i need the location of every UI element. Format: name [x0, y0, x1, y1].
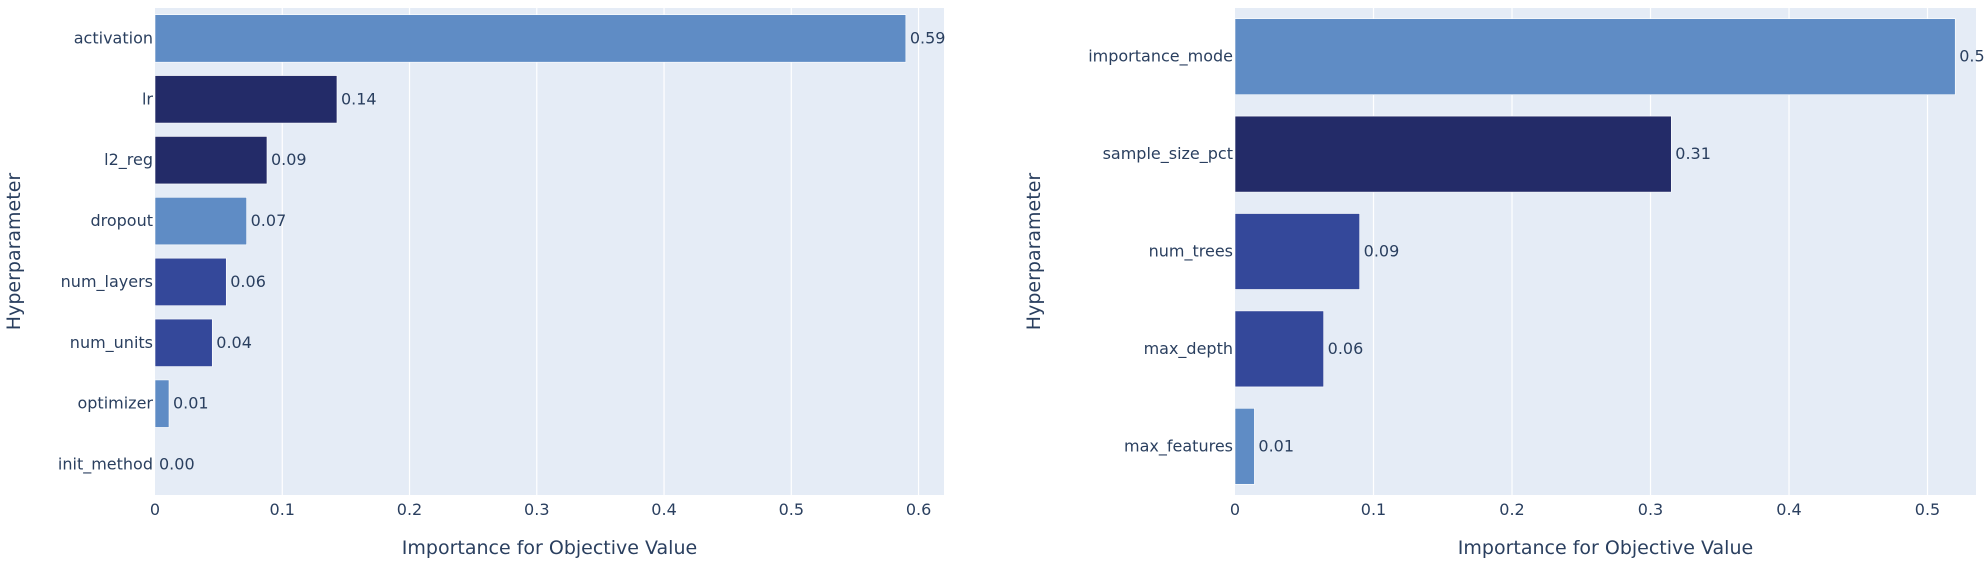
value-label: 0.07 — [251, 211, 287, 230]
bar-max_depth — [1234, 310, 1324, 388]
y-tick-label: max_depth — [1144, 339, 1233, 359]
bar-num_layers — [154, 257, 227, 306]
bar-lr — [154, 75, 338, 124]
x-tick-label: 0.1 — [270, 500, 295, 519]
y-tick-label: num_units — [70, 333, 153, 353]
x-tick-label: 0.5 — [779, 500, 804, 519]
y-tick-label: importance_mode — [1088, 47, 1233, 67]
y-tick-label: l2_reg — [104, 150, 153, 170]
x-tick-label: 0.3 — [1638, 500, 1663, 519]
x-axis-title: Importance for Objective Value — [1458, 537, 1753, 559]
bar-optimizer — [154, 379, 170, 428]
x-tick-label: 0.3 — [524, 500, 549, 519]
value-label: 0.31 — [1675, 144, 1711, 163]
value-label: 0.52 — [1959, 47, 1984, 66]
y-axis-title: Hyperparameter — [3, 173, 25, 331]
value-label: 0.00 — [159, 455, 195, 474]
x-axis-title: Importance for Objective Value — [402, 537, 697, 559]
bar-max_features — [1234, 408, 1255, 485]
bar-dropout — [154, 197, 247, 246]
value-label: 0.06 — [1328, 339, 1364, 358]
y-tick-label: sample_size_pct — [1103, 144, 1233, 164]
y-tick-label: optimizer — [77, 394, 153, 413]
bar-importance_mode — [1234, 18, 1956, 95]
x-tick-label: 0.1 — [1361, 500, 1386, 519]
value-label: 0.14 — [341, 89, 377, 108]
value-label: 0.04 — [216, 333, 252, 352]
value-label: 0.01 — [1258, 436, 1294, 455]
value-label: 0.09 — [1364, 242, 1400, 261]
x-tick-label: 0.4 — [651, 500, 676, 519]
y-tick-label: init_method — [58, 455, 153, 475]
bar-num_trees — [1234, 213, 1360, 290]
value-label: 0.06 — [230, 272, 266, 291]
value-label: 0.09 — [271, 150, 307, 169]
bar-sample_size_pct — [1234, 115, 1672, 193]
value-label: 0.59 — [910, 28, 946, 47]
x-tick-label: 0.5 — [1915, 500, 1940, 519]
x-tick-label: 0 — [1230, 500, 1240, 519]
bar-num_units — [154, 318, 213, 367]
x-tick-label: 0.2 — [397, 500, 422, 519]
bar-l2_reg — [154, 136, 268, 185]
x-tick-label: 0.2 — [1499, 500, 1524, 519]
y-tick-label: activation — [74, 28, 153, 47]
chart-svg-right: 0 0.1 0.2 0.3 0.4 0.5 importance_mode 0.52 sampl… — [1023, 8, 1984, 559]
importance-chart-right: 0 0.1 0.2 0.3 0.4 0.5 importance_mode 0.52 sampl… — [1020, 0, 1984, 570]
y-tick-label: max_features — [1124, 436, 1233, 456]
x-tick-label: 0 — [150, 500, 160, 519]
x-tick-label: 0.4 — [1776, 500, 1801, 519]
importance-chart-left: 0 0.1 0.2 0.3 0.4 0.5 0.6 activation 0.59 lr 0.14 l… — [0, 0, 960, 570]
y-tick-label: lr — [142, 89, 153, 108]
y-tick-label: dropout — [90, 211, 153, 230]
value-label: 0.01 — [173, 394, 209, 413]
y-tick-label: num_layers — [61, 272, 153, 292]
y-axis-title: Hyperparameter — [1023, 173, 1045, 331]
chart-svg-left: 0 0.1 0.2 0.3 0.4 0.5 0.6 activation 0.59 lr 0.14 l… — [3, 8, 946, 559]
x-tick-label: 0.6 — [906, 500, 931, 519]
y-tick-label: num_trees — [1149, 242, 1233, 262]
bar-activation — [154, 14, 907, 63]
